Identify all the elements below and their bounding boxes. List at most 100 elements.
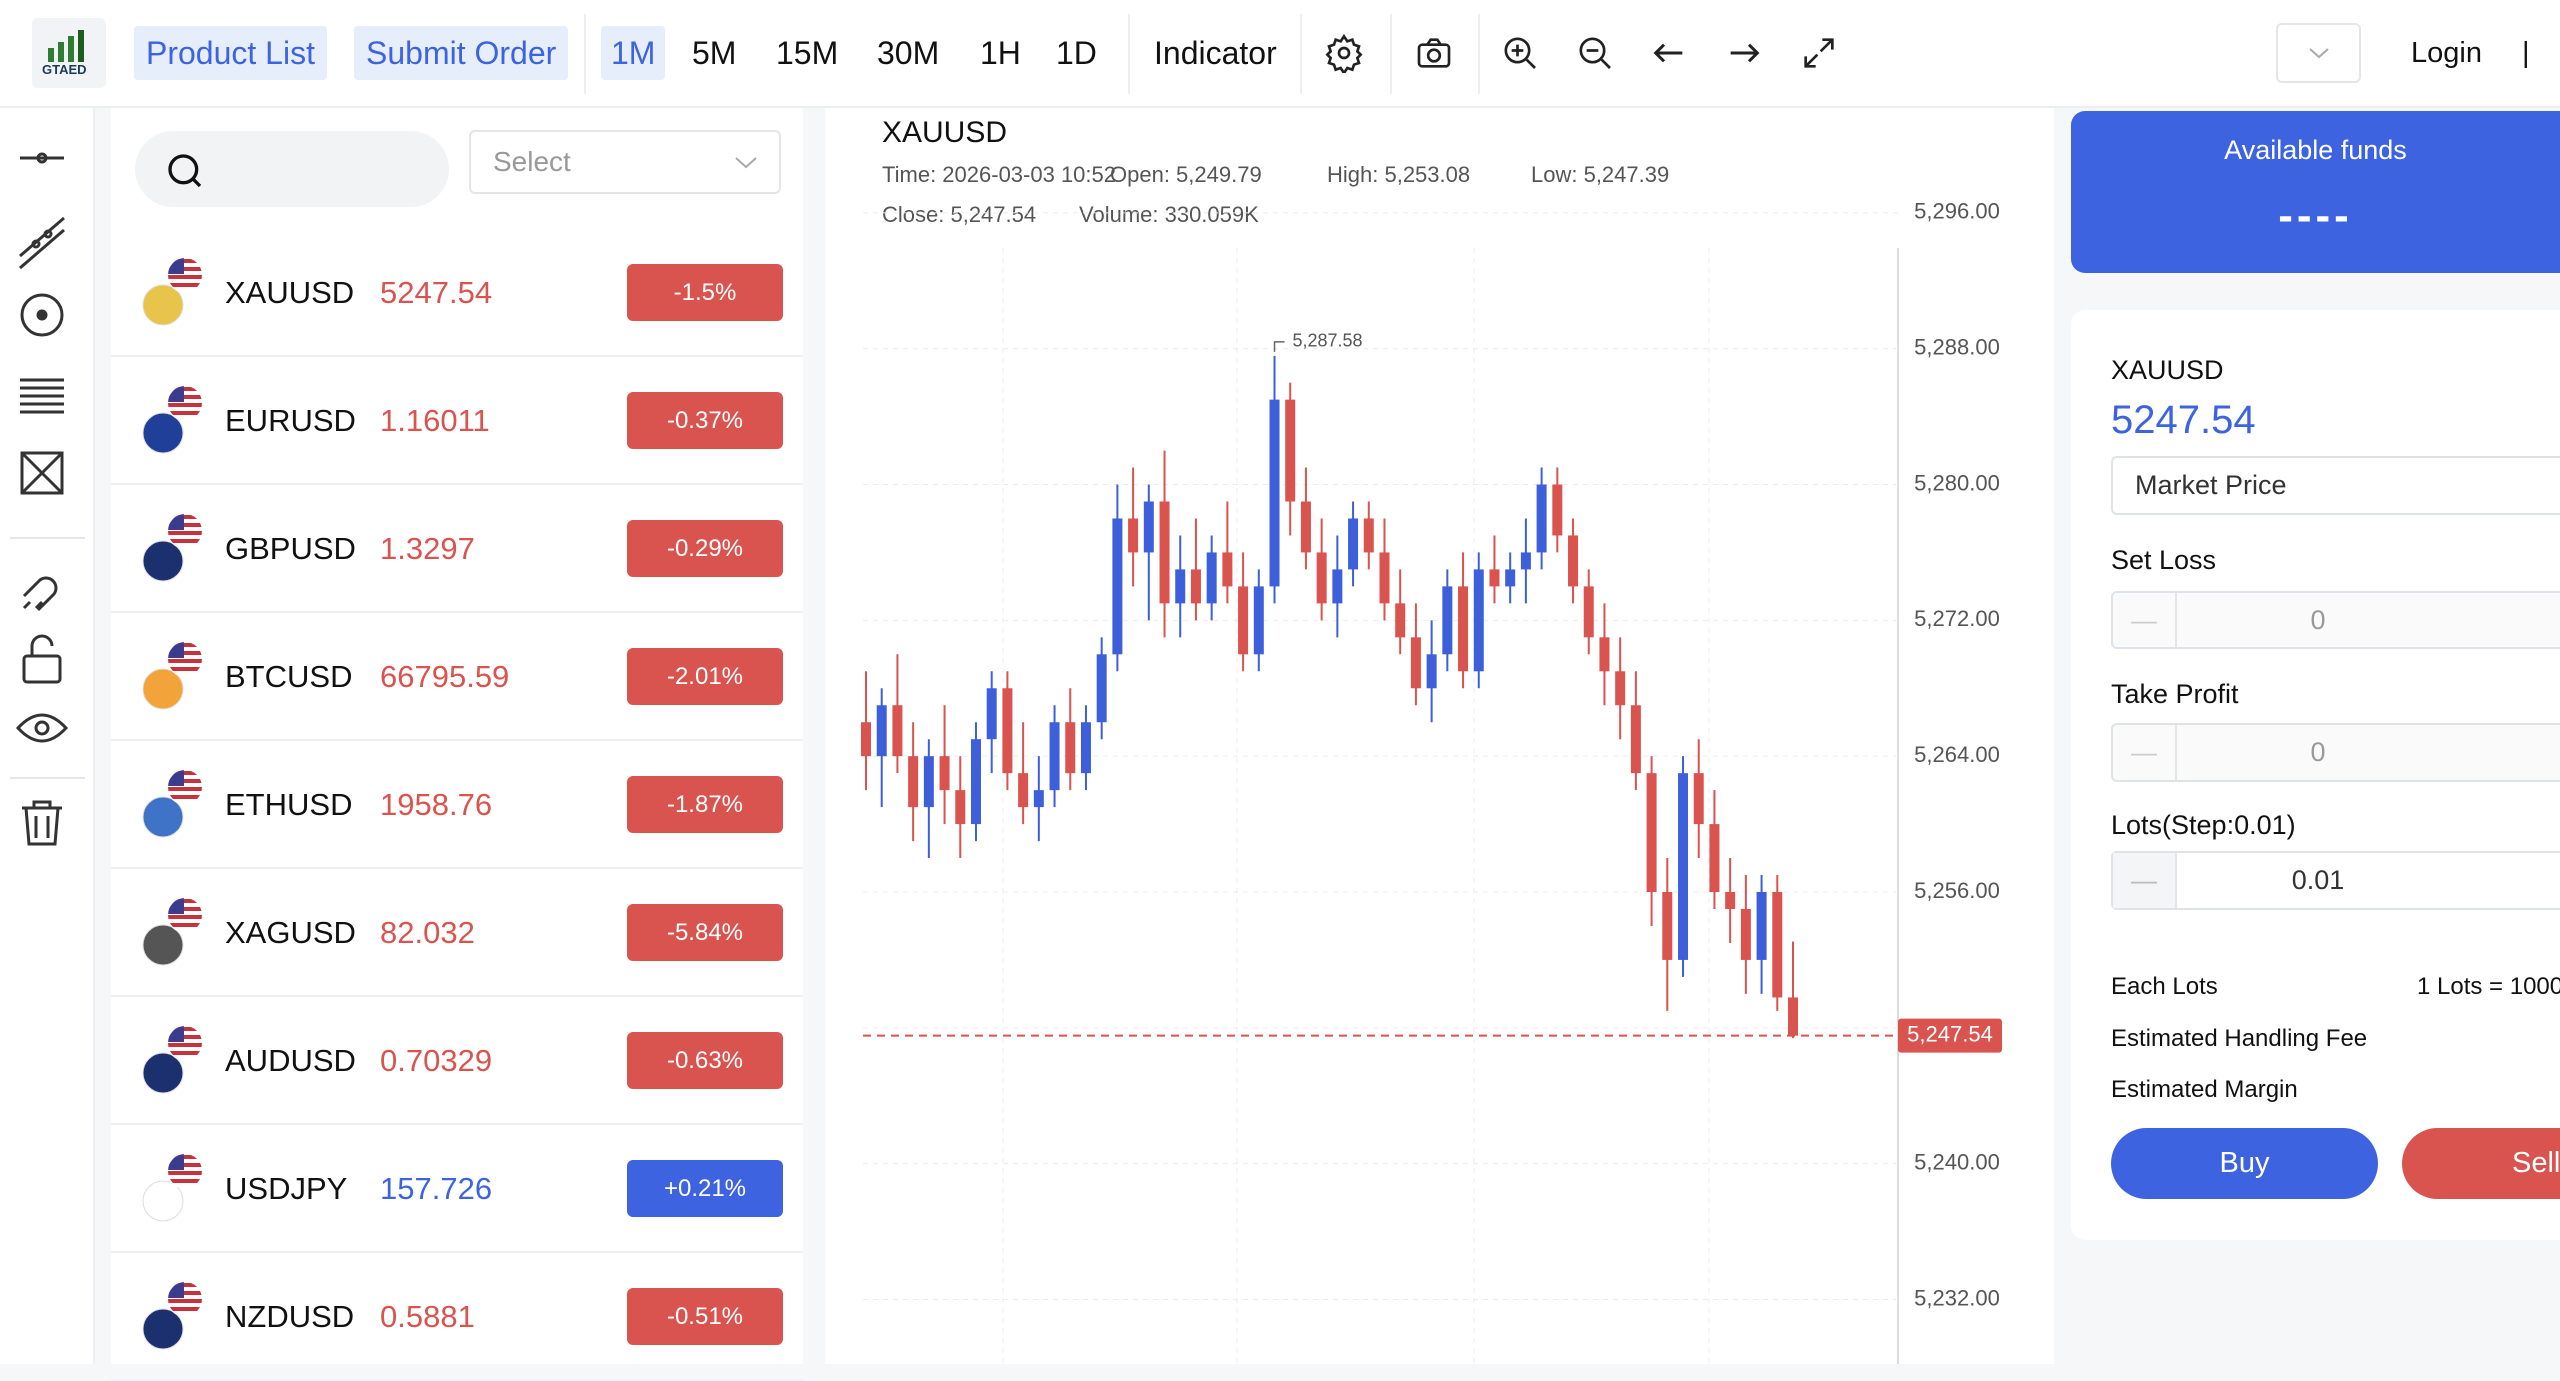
lots-label: Lots(Step:0.01) [2111,810,2296,840]
tool-line[interactable] [20,152,64,164]
product-symbol: AUDUSD [225,1043,356,1078]
fullscreen-icon[interactable] [1799,33,1839,73]
ohlc-info: Time: 2026-03-03 10:52 [882,162,1116,187]
product-row[interactable]: AUDUSD 0.70329 -0.63% [111,997,803,1125]
change-badge: +0.21% [627,1160,783,1217]
change-badge: -0.63% [627,1032,783,1089]
take-profit-label: Take Profit [2111,679,2239,709]
category-select[interactable]: Select [469,130,781,194]
minus[interactable]: — [2113,853,2177,908]
candle-body [1473,569,1484,672]
sell-button[interactable]: Sell [2402,1128,2560,1199]
settings-icon[interactable] [1324,33,1364,73]
tool-icons [10,152,85,846]
product-row[interactable]: XAUUSD 5247.54 -1.5% [111,229,803,357]
candle-body [1740,908,1751,960]
product-row[interactable]: NZDUSD 0.5881 -0.51% [111,1253,803,1381]
candle-body [1159,501,1170,604]
tool-pattern[interactable] [20,451,64,495]
product-icon [142,641,203,710]
candle-body [1426,654,1437,689]
candle-body [1018,773,1029,808]
candle-body [1678,773,1689,960]
order-type: Market Price [2135,470,2287,500]
tool-magnet[interactable] [22,576,58,612]
submit-order-tab[interactable]: Submit Order [354,26,569,80]
candle-body [986,688,997,740]
set-loss-value: 0 [2310,605,2326,635]
candle-body [1615,671,1626,706]
ohlc-info: Close: 5,247.54 [882,202,1036,227]
left-icon[interactable] [1649,33,1689,73]
tool-eye[interactable] [15,713,69,743]
tool-delete[interactable] [22,800,62,846]
order-price: 5247.54 [2111,398,2256,442]
last-price-label: 5,247.54 [1907,1021,1993,1046]
product-row[interactable]: EURUSD 1.16011 -0.37% [111,357,803,485]
each-lots-label: Each Lots [2111,973,2218,1000]
candle-body [1379,552,1390,604]
candle-body [1002,688,1013,774]
interval[interactable]: 15M [776,35,839,71]
login-button[interactable]: Login [2411,37,2482,69]
right-icon[interactable] [1724,33,1764,73]
interval[interactable]: 1D [1056,35,1097,71]
candle-body [1269,399,1280,587]
product-row[interactable]: USDJPY 157.726 +0.21% [111,1125,803,1253]
product-row[interactable]: XAGUSD 82.032 -5.84% [111,869,803,997]
candle-body [908,756,919,808]
zoom-in-icon[interactable] [1500,33,1540,73]
tool-trend[interactable] [19,216,65,270]
indicator-button[interactable]: Indicator [1154,35,1277,71]
candle-body [955,790,966,825]
zoom-out-icon[interactable] [1575,33,1615,73]
candle-body [1583,586,1594,638]
lots-input[interactable]: — 0.01 [2111,851,2560,910]
candle-body [1568,535,1579,587]
candle-body [1788,997,1798,1036]
logo-text: GTAED [42,62,87,77]
ohlc-info: Volume: 330.059K [1079,202,1259,227]
product-row[interactable]: GBPUSD 1.3297 -0.29% [111,485,803,613]
candle-body [1285,399,1296,502]
change-badge: -1.5% [627,264,783,321]
search-box[interactable] [135,131,449,207]
camera-icon[interactable] [1414,33,1454,73]
product-icon [142,1153,203,1222]
search-icon [168,154,202,188]
interval[interactable]: 1M [601,26,666,80]
minus[interactable]: — [2113,593,2177,647]
candle-body [1630,705,1641,774]
tool-fib[interactable] [20,378,64,414]
candle-body [1049,722,1060,791]
product-icon [142,257,203,326]
interval[interactable]: 5M [692,35,737,71]
buy-button[interactable]: Buy [2111,1128,2378,1199]
candle-body [1725,892,1736,909]
product-row[interactable]: BTCUSD 66795.59 -2.01% [111,613,803,741]
product-list-tab[interactable]: Product List [134,26,327,80]
candle-body [1112,518,1123,655]
ohlc-info: High: 5,253.08 [1327,162,1470,187]
account-dropdown[interactable] [2276,23,2361,83]
change-badge: -2.01% [627,648,783,705]
order-type-select[interactable]: Market Price [2111,456,2560,515]
take-profit-input[interactable]: — 0 [2111,723,2560,782]
tool-circle[interactable] [20,293,64,337]
candle-body [1489,569,1500,587]
set-loss-input[interactable]: — 0 [2111,591,2560,649]
y-tick-label: 5,264.00 [1914,742,2000,767]
minus[interactable]: — [2113,725,2177,780]
interval[interactable]: 30M [877,35,940,71]
product-row[interactable]: ETHUSD 1958.76 -1.87% [111,741,803,869]
product-icon [142,1025,203,1094]
candle-body [1222,552,1233,587]
separator [1300,14,1302,94]
separator [584,14,586,94]
change-badge: -0.37% [627,392,783,449]
tool-lock[interactable] [22,634,62,684]
interval[interactable]: 1H [980,35,1021,71]
product-price: 1958.76 [380,787,493,822]
separator [1478,14,1480,94]
chevron [2309,48,2329,59]
